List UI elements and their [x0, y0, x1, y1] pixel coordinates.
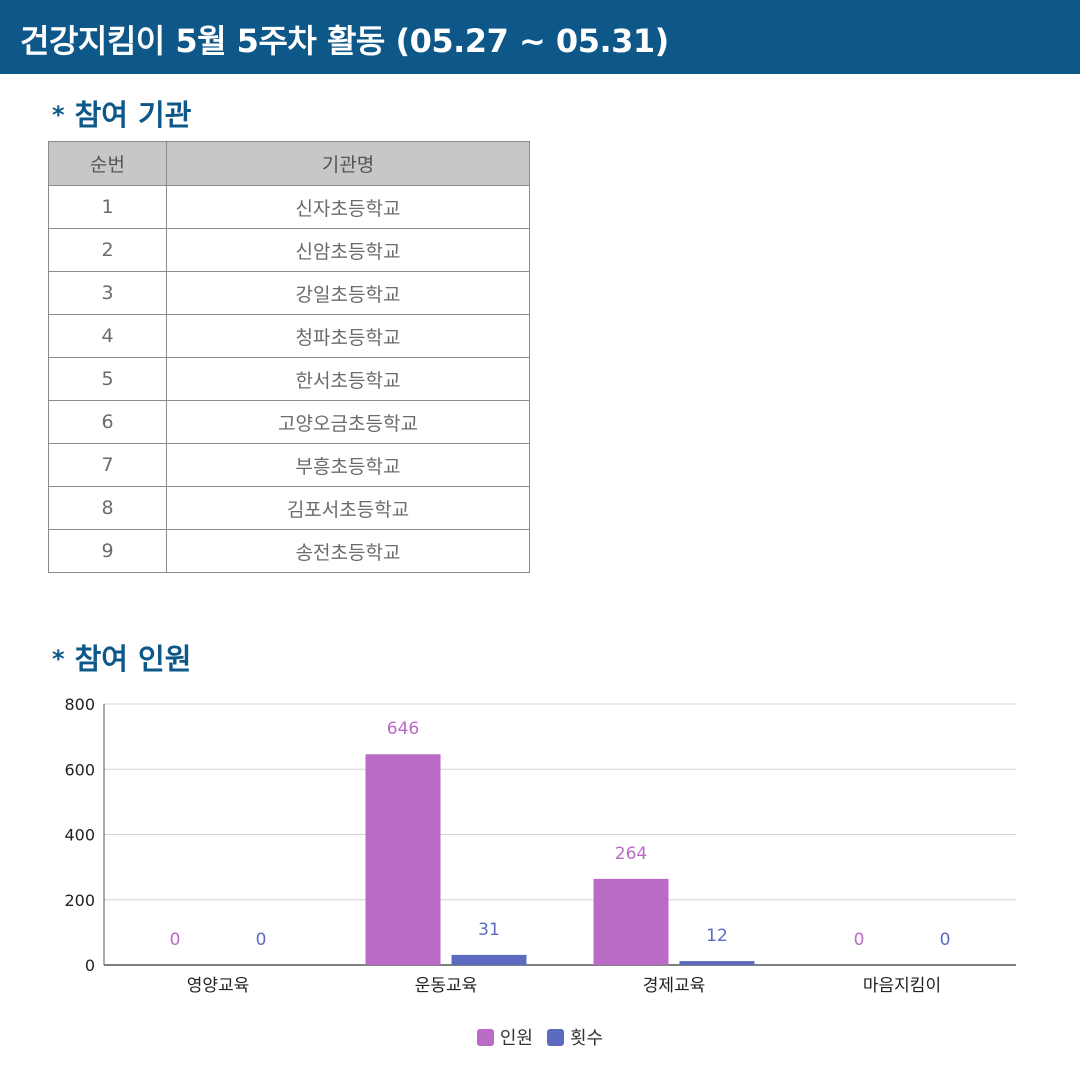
- table-row: 9 송전초등학교: [48, 529, 530, 573]
- row-institution: 고양오금초등학교: [166, 400, 530, 444]
- row-number: 5: [48, 357, 167, 401]
- legend-swatch: [547, 1028, 564, 1046]
- x-tick-label: 운동교육: [415, 976, 478, 996]
- section-title-participants-label: 참여 인원: [74, 642, 192, 676]
- row-institution: 강일초등학교: [166, 271, 530, 315]
- table-row: 8 김포서초등학교: [48, 486, 530, 530]
- table-header-row: 순번 기관명: [48, 141, 530, 186]
- table-row: 3 강일초등학교: [48, 271, 530, 315]
- row-number: 8: [48, 486, 167, 530]
- data-label: 12: [706, 926, 728, 946]
- row-institution: 한서초등학교: [166, 357, 530, 401]
- table-row: 7 부흥초등학교: [48, 443, 530, 487]
- y-tick-label: 200: [64, 891, 95, 910]
- row-institution: 신암초등학교: [166, 228, 530, 272]
- legend-label: 횟수: [570, 1028, 604, 1049]
- section-title-institutions-label: 참여 기관: [74, 98, 192, 132]
- row-number: 3: [48, 271, 167, 315]
- row-number: 4: [48, 314, 167, 358]
- table-row: 2 신암초등학교: [48, 228, 530, 272]
- x-tick-label: 영양교육: [187, 976, 250, 996]
- data-label: 0: [256, 930, 267, 950]
- data-label: 264: [615, 844, 647, 864]
- x-tick-label: 경제교육: [643, 976, 706, 996]
- row-number: 9: [48, 529, 167, 573]
- row-institution: 부흥초등학교: [166, 443, 530, 487]
- legend-label: 인원: [499, 1028, 533, 1049]
- row-number: 7: [48, 443, 167, 487]
- row-number: 6: [48, 400, 167, 444]
- row-institution: 신자초등학교: [166, 185, 530, 229]
- x-tick-label: 마음지킴이: [863, 976, 941, 996]
- legend-item: 인원: [476, 1024, 533, 1050]
- table-row: 1 신자초등학교: [48, 185, 530, 229]
- y-tick-label: 0: [85, 956, 95, 975]
- column-header-number: 순번: [48, 141, 167, 186]
- legend-item: 횟수: [547, 1024, 603, 1050]
- bullet-icon: *: [52, 645, 65, 673]
- participants-bar-chart: 0 200 400 600 800 0 0 영양교육 646 31 운동교육 264 12 경제교육 0 0 마…: [64, 695, 1016, 996]
- bar: [365, 754, 441, 965]
- data-label: 646: [387, 719, 419, 739]
- bullet-icon: *: [52, 101, 65, 129]
- page-title: 건강지킴이 5월 5주차 활동 (05.27 ~ 05.31): [20, 22, 669, 60]
- bar: [593, 878, 669, 965]
- row-institution: 송전초등학교: [166, 529, 530, 573]
- legend-swatch: [476, 1028, 494, 1046]
- data-label: 0: [940, 930, 951, 950]
- table-row: 6 고양오금초등학교: [48, 400, 530, 444]
- institutions-table: 순번 기관명 1 신자초등학교 2 신암초등학교 3 강일초등학교 4 청파초등학교 5…: [48, 141, 530, 573]
- column-header-institution: 기관명: [166, 141, 530, 186]
- header-bar: 건강지킴이 5월 5주차 활동 (05.27 ~ 05.31): [0, 0, 1080, 74]
- data-label: 0: [170, 930, 181, 950]
- row-institution: 김포서초등학교: [166, 486, 530, 530]
- table-row: 5 한서초등학교: [48, 357, 530, 401]
- y-tick-label: 400: [64, 826, 95, 845]
- section-title-institutions: * 참여 기관: [52, 92, 191, 134]
- y-tick-label: 800: [64, 695, 95, 714]
- y-tick-label: 600: [64, 760, 95, 779]
- row-institution: 청파초등학교: [166, 314, 530, 358]
- row-number: 1: [48, 185, 167, 229]
- bar: [679, 961, 755, 965]
- data-label: 0: [854, 930, 865, 950]
- table-row: 4 청파초등학교: [48, 314, 530, 358]
- data-label: 31: [478, 920, 500, 940]
- section-title-participants: * 참여 인원: [52, 636, 191, 678]
- chart-legend: 인원 횟수: [0, 1024, 1080, 1050]
- row-number: 2: [48, 228, 167, 272]
- bar: [451, 954, 527, 965]
